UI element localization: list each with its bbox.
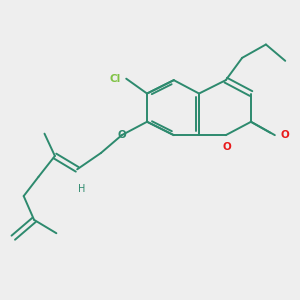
Text: O: O <box>280 130 289 140</box>
Text: H: H <box>78 184 85 194</box>
Text: O: O <box>117 130 126 140</box>
Text: O: O <box>223 142 232 152</box>
Text: Cl: Cl <box>110 74 121 84</box>
